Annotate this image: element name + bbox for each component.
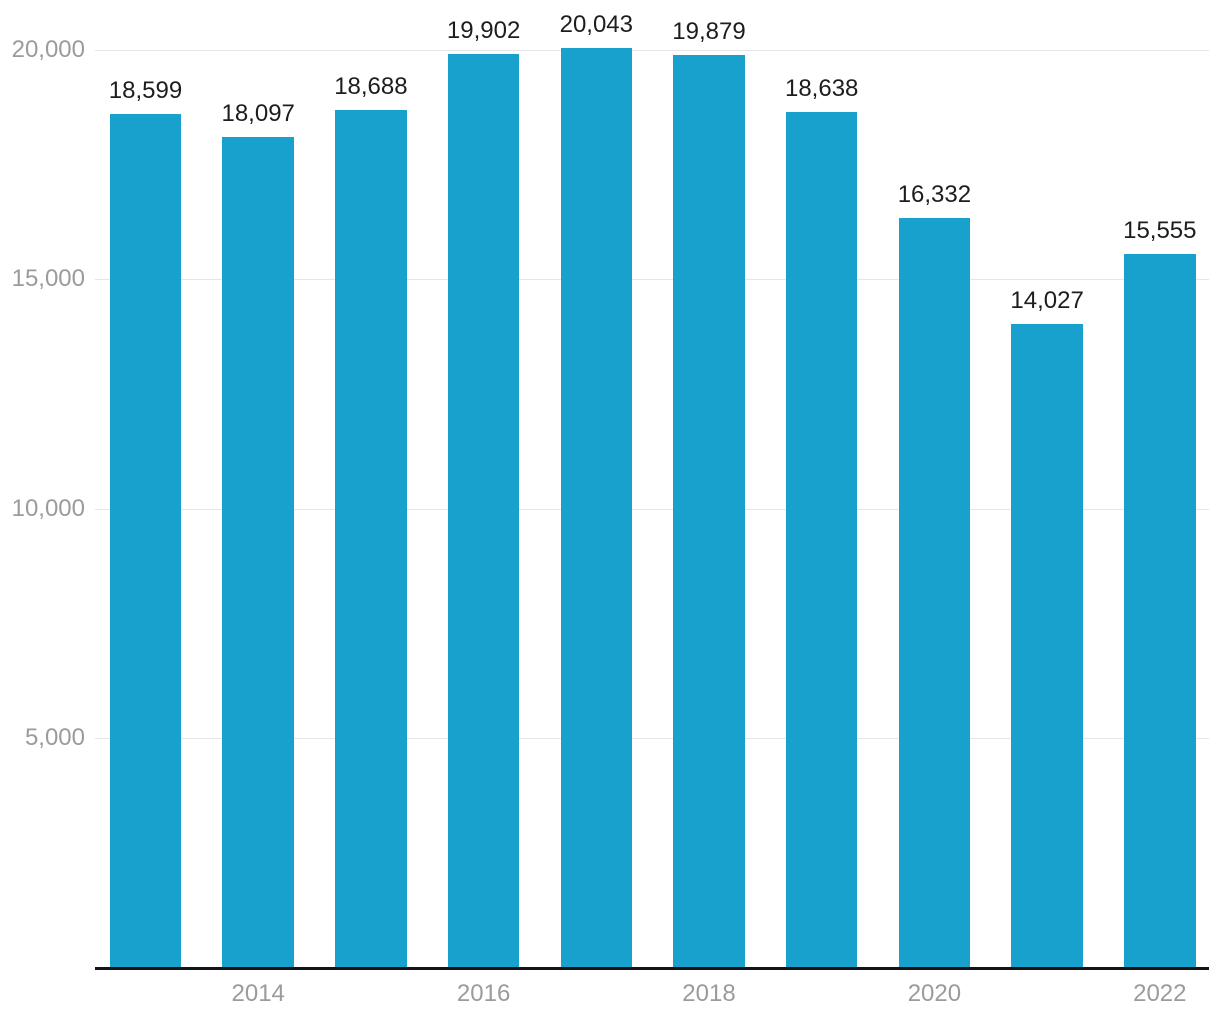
gridline xyxy=(95,49,1209,51)
bar-2019[interactable] xyxy=(785,112,858,968)
bar-value-label: 19,879 xyxy=(672,18,746,46)
bar-value-label: 16,332 xyxy=(897,181,972,209)
bar-value-label: 18,599 xyxy=(108,76,183,104)
bar-value-label: 15,555 xyxy=(1123,216,1197,244)
bar-value-label: 18,638 xyxy=(784,75,859,103)
x-axis-tick-label: 2016 xyxy=(456,980,511,1007)
bar-2013[interactable] xyxy=(109,113,182,968)
x-axis-tick-label: 2014 xyxy=(231,980,285,1007)
x-axis-tick-label: 2018 xyxy=(682,980,736,1007)
y-axis-tick-label: 15,000 xyxy=(11,265,85,293)
bar-2014[interactable] xyxy=(222,136,294,968)
bar-2016[interactable] xyxy=(447,54,520,968)
y-axis-tick-label: 10,000 xyxy=(11,494,85,522)
x-axis-tick-label: 2022 xyxy=(1133,980,1187,1007)
gridline xyxy=(95,279,1209,281)
bar-value-label: 20,043 xyxy=(559,10,633,38)
bar-2022[interactable] xyxy=(1124,253,1196,968)
bar-2018[interactable] xyxy=(673,55,745,968)
bar-2021[interactable] xyxy=(1011,323,1083,968)
y-axis-tick-label: 5,000 xyxy=(24,724,85,752)
bar-2020[interactable] xyxy=(898,218,971,968)
y-axis-tick-label: 20,000 xyxy=(11,35,85,63)
bar-value-label: 18,097 xyxy=(221,99,295,127)
gridline xyxy=(95,508,1209,510)
bar-value-label: 19,902 xyxy=(446,17,521,45)
x-axis-line xyxy=(95,967,1209,970)
bar-2017[interactable] xyxy=(560,47,633,968)
gridline xyxy=(95,738,1209,740)
x-axis-tick-label: 2020 xyxy=(907,980,962,1007)
bar-2015[interactable] xyxy=(335,109,407,968)
bar-value-label: 18,688 xyxy=(334,72,408,100)
bar-value-label: 14,027 xyxy=(1010,286,1084,314)
